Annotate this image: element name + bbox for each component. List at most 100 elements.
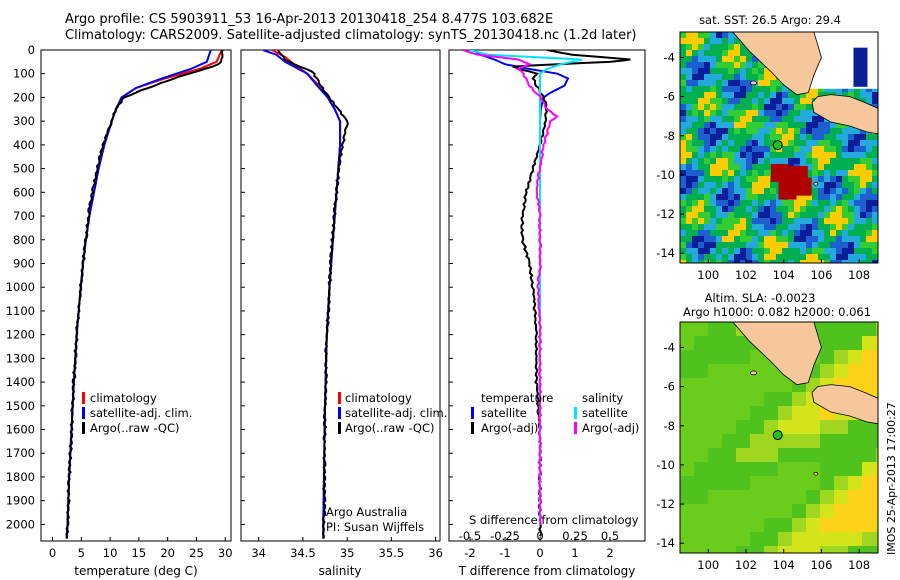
- map-cell: [842, 224, 848, 230]
- legend-swatch-satellite: [338, 407, 341, 419]
- map-cell: [848, 200, 854, 206]
- map-cell: [782, 134, 788, 140]
- map-cell: [860, 242, 866, 248]
- map-cell: [734, 98, 740, 104]
- depth-tick-label: 1000: [6, 280, 35, 294]
- map-cell: [680, 200, 686, 206]
- map-cell: [746, 182, 752, 188]
- map-cell: [836, 152, 842, 158]
- map-cell: [716, 218, 722, 224]
- map-cell: [698, 104, 704, 110]
- map-cell: [734, 212, 740, 218]
- difference-panel-frame: [448, 49, 646, 542]
- map-cell: [764, 462, 778, 476]
- map-cell: [752, 68, 758, 74]
- map-cell: [708, 392, 722, 406]
- map-cell: [686, 206, 692, 212]
- map-cell: [794, 212, 800, 218]
- map-cell: [770, 206, 776, 212]
- map-cell: [782, 128, 788, 134]
- map-cell: [746, 80, 752, 86]
- map-cell: [710, 218, 716, 224]
- map-cell: [794, 104, 800, 110]
- map-cell: [764, 140, 770, 146]
- map-cell: [788, 236, 794, 242]
- map-cell: [722, 92, 728, 98]
- map-cell: [776, 224, 782, 230]
- map-cell: [680, 56, 686, 62]
- map-cell: [680, 170, 686, 176]
- map-cell: [710, 188, 716, 194]
- map-cell: [752, 182, 758, 188]
- map-cell: [776, 206, 782, 212]
- map-cell: [708, 448, 722, 462]
- map-cell: [716, 74, 722, 80]
- depth-tick-label: 0: [28, 43, 35, 57]
- map-cell: [710, 68, 716, 74]
- map-cell: [692, 92, 698, 98]
- map-cell: [704, 152, 710, 158]
- map-cell: [854, 188, 860, 194]
- map-cell: [848, 224, 854, 230]
- map-cell: [722, 116, 728, 122]
- map-x-tick-label: 108: [848, 268, 870, 282]
- map-cell: [812, 152, 818, 158]
- map-cell: [848, 448, 862, 462]
- map-cell: [734, 206, 740, 212]
- map-cell: [794, 134, 800, 140]
- map-cell: [686, 92, 692, 98]
- map-cell: [778, 448, 792, 462]
- map-cell: [788, 200, 794, 206]
- map-cell: [782, 104, 788, 110]
- map-cell: [794, 260, 800, 263]
- map-cell: [824, 164, 830, 170]
- map-cell: [704, 44, 710, 50]
- map-cell: [800, 230, 806, 236]
- map-cell: [872, 212, 878, 218]
- map-cell: [834, 420, 848, 434]
- map-cell: [704, 158, 710, 164]
- salinity-xlabel: salinity: [318, 564, 361, 578]
- map-cell: [736, 406, 750, 420]
- depth-tick-label: 1300: [6, 351, 35, 365]
- map-cell: [686, 260, 692, 263]
- map-cell: [866, 194, 872, 200]
- map-cell: [788, 92, 794, 98]
- map-cell: [736, 364, 750, 378]
- map-cell: [854, 236, 860, 242]
- map-cell: [806, 140, 812, 146]
- map-cell: [708, 322, 722, 336]
- map-cell: [722, 80, 728, 86]
- map-cell: [770, 212, 776, 218]
- map-cell: [848, 206, 854, 212]
- map-cell: [820, 546, 834, 553]
- map-cell: [716, 134, 722, 140]
- series-line-black: [512, 50, 631, 537]
- sst-warm-patch: [793, 177, 812, 196]
- map-cell: [848, 434, 862, 448]
- map-cell: [820, 462, 834, 476]
- map-cell: [834, 448, 848, 462]
- map-cell: [848, 248, 854, 254]
- map-cell: [824, 200, 830, 206]
- map-cell: [692, 260, 698, 263]
- map-cell: [734, 116, 740, 122]
- map-cell: [698, 86, 704, 92]
- map-cell: [680, 50, 686, 56]
- x-tick-label: 20: [160, 546, 175, 560]
- map-cell: [818, 254, 824, 260]
- map-cell: [710, 146, 716, 152]
- legend-label: Argo(..raw -QC): [90, 421, 180, 435]
- map-cell: [872, 98, 878, 104]
- map-cell: [736, 490, 750, 504]
- map-cell: [830, 230, 836, 236]
- map-cell: [710, 50, 716, 56]
- map-cell: [734, 92, 740, 98]
- map-cell: [750, 406, 764, 420]
- map-cell: [728, 200, 734, 206]
- map-cell: [740, 140, 746, 146]
- map-cell: [750, 378, 764, 392]
- map-cell: [836, 188, 842, 194]
- x-tick-label: 34: [251, 546, 266, 560]
